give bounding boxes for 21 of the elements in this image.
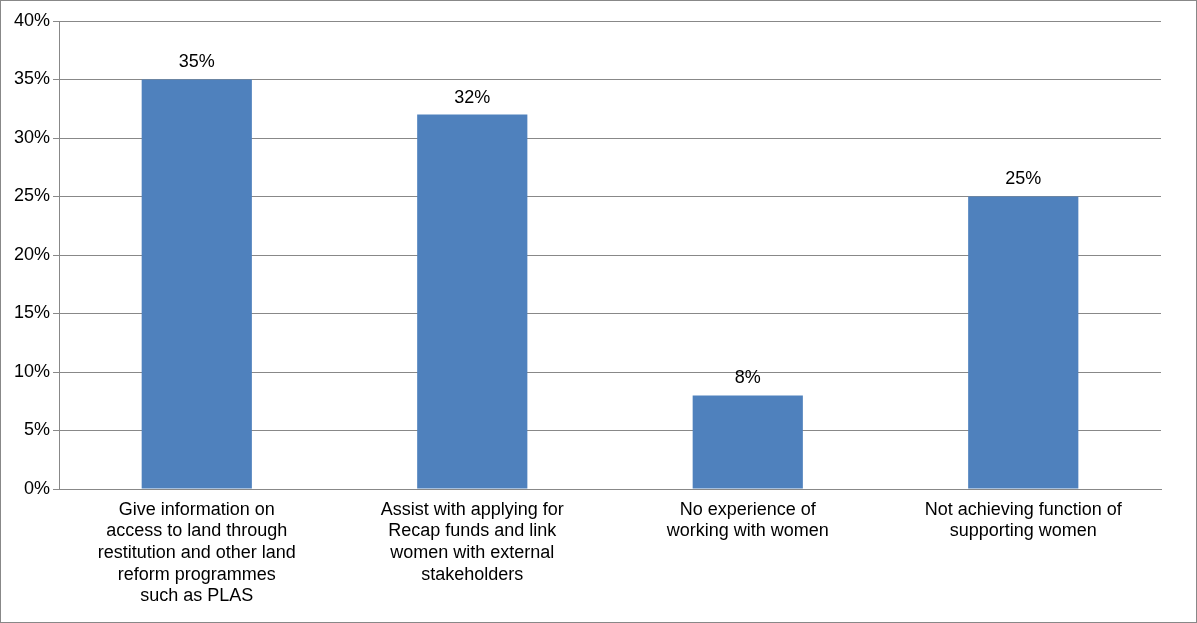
x-tick-label: Give information on access to land through restitution and other land reform programmes such as PLAS [97,498,296,606]
bar [968,196,1079,489]
y-tick-label: 0% [24,477,51,498]
data-label: 8% [734,367,761,388]
x-tick-label: No experience of working with women [665,498,829,541]
y-tick-label: 25% [14,185,51,206]
data-label: 35% [178,51,215,72]
bar [692,395,803,489]
y-tick-label: 5% [24,419,51,440]
x-tick-label: Not achieving function of supporting women [924,498,1123,541]
bar [141,79,252,489]
x-tick-label: Assist with applying for Recap funds and link women with external stakeholders [380,498,564,584]
y-tick-label: 15% [14,302,51,323]
bar [417,114,528,489]
y-tick-label: 35% [14,68,51,89]
y-tick-label: 30% [14,126,51,147]
data-label: 25% [1005,168,1042,189]
y-tick-label: 40% [14,9,51,30]
y-tick-label: 10% [14,360,51,381]
data-label: 32% [454,86,491,107]
y-tick-label: 20% [14,243,51,264]
